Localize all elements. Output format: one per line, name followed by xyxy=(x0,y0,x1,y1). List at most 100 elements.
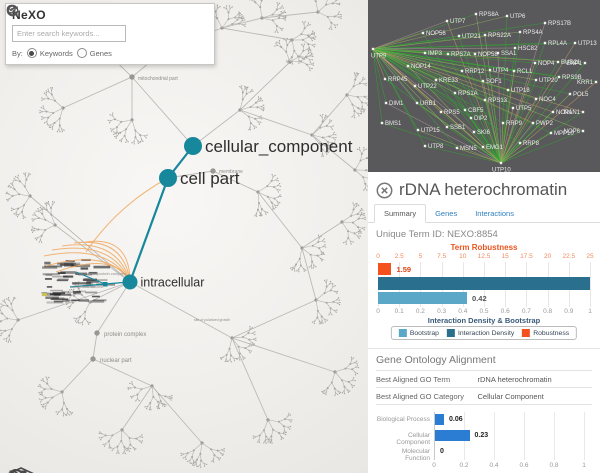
gene-node[interactable]: UTP8 xyxy=(423,144,444,150)
close-icon[interactable] xyxy=(376,182,393,199)
gene-node[interactable]: NOP14 xyxy=(406,64,432,70)
gene-node[interactable]: SSA1 xyxy=(496,51,517,57)
term-node[interactable] xyxy=(129,74,135,80)
gene-node[interactable]: NOP56 xyxy=(421,31,447,37)
go-axis-tick: 0.8 xyxy=(549,462,559,469)
ontology-network-svg[interactable]: mitochondrial part membrane protein comple… xyxy=(0,0,368,473)
gene-node[interactable]: MPP10 xyxy=(549,131,575,137)
gene-node[interactable]: RPS7A xyxy=(446,52,471,58)
gene-node[interactable]: CBF5 xyxy=(463,108,484,114)
radio-genes-label: Genes xyxy=(89,48,112,58)
gene-node[interactable]: UTP20 xyxy=(534,78,559,84)
gene-node[interactable]: RRP12 xyxy=(460,69,485,75)
gene-node[interactable]: RPS4A xyxy=(518,30,543,36)
gene-network-svg[interactable]: UTP9 UTP10 RPS8A UTP6 RPS17B UTP7 NOP56 UTP21 RP… xyxy=(368,0,600,172)
gene-node[interactable]: UTP10 xyxy=(492,161,511,173)
gene-node[interactable]: URB1 xyxy=(415,101,437,107)
gene-node[interactable]: UTP22 xyxy=(413,84,438,90)
term-label: ribonucleoprotein complex xyxy=(79,271,126,276)
gene-node[interactable]: RPS8A xyxy=(474,12,499,18)
gene-node[interactable]: RPS5 xyxy=(439,110,461,116)
gene-node[interactable]: RRP45 xyxy=(383,77,408,83)
gene-node[interactable]: RPS22A xyxy=(483,33,511,39)
gene-node[interactable]: RRP8 xyxy=(518,141,540,147)
gene-node[interactable]: EMG1 xyxy=(481,145,504,151)
gene-node[interactable]: RCL1 xyxy=(512,69,533,75)
gene-node[interactable]: NOP4 xyxy=(533,61,555,67)
gene-edges xyxy=(372,13,597,164)
ontology-network-canvas[interactable]: mitochondrial part membrane protein comple… xyxy=(0,0,368,473)
gene-node[interactable]: UTP13 xyxy=(573,41,598,47)
term-node[interactable] xyxy=(90,356,96,362)
gene-node[interactable]: NOP58 xyxy=(473,52,499,58)
gene-node[interactable]: ENP1 xyxy=(566,61,587,67)
gene-node[interactable]: MSN5 xyxy=(455,146,478,152)
go-category-chart: Biological Process 0.06 Cellular Component… xyxy=(376,412,592,472)
gene-node[interactable]: NAN1 xyxy=(564,110,585,116)
selected-term-node[interactable] xyxy=(159,169,177,187)
radio-genes[interactable]: Genes xyxy=(76,48,112,58)
bar-interaction-density xyxy=(378,277,590,290)
section-divider xyxy=(368,348,600,349)
gene-node[interactable]: RPS17B xyxy=(543,21,571,27)
gene-node[interactable]: UTP21 xyxy=(457,34,482,40)
gene-node[interactable]: SKI6 xyxy=(472,130,491,136)
gene-node[interactable]: BUD21 xyxy=(556,60,581,66)
radio-genes-circle[interactable] xyxy=(76,48,87,58)
gene-node[interactable]: BMS1 xyxy=(380,121,402,127)
legend-label: Bootstrap xyxy=(409,329,439,337)
gene-node[interactable]: UTP9 xyxy=(371,47,387,60)
tab-interactions[interactable]: Interactions xyxy=(475,209,514,218)
gene-node[interactable]: UTP18 xyxy=(506,88,531,94)
top-axis-tick: 7.5 xyxy=(437,253,447,260)
term-node[interactable] xyxy=(94,330,100,336)
gene-node-label: POL5 xyxy=(573,92,589,98)
gene-node-label: UTP10 xyxy=(492,168,511,173)
gene-node[interactable]: UTP15 xyxy=(416,128,441,134)
tab-genes[interactable]: Genes xyxy=(435,209,458,218)
robustness-plot: 1.59 0.42 xyxy=(378,262,591,307)
bottom-axis-tick: 0.9 xyxy=(564,308,574,315)
gene-node-label: NOP1 xyxy=(556,110,573,116)
gene-node[interactable]: NOC4 xyxy=(534,97,557,103)
gene-node[interactable]: SOF1 xyxy=(481,79,503,85)
row-value: rDNA heterochromatin xyxy=(477,374,552,384)
selected-term-node[interactable] xyxy=(184,137,202,155)
selected-term-node[interactable] xyxy=(122,274,138,290)
gene-node[interactable]: RPS9B xyxy=(557,75,582,81)
gene-node[interactable]: RRP9 xyxy=(501,121,523,127)
radio-keywords-circle[interactable] xyxy=(26,48,37,58)
gene-node-label: BUD21 xyxy=(561,60,581,66)
bottom-axis-title: Interaction Density & Bootstrap xyxy=(427,316,541,325)
gene-node[interactable]: POL5 xyxy=(568,92,589,98)
right-column: UTP9 UTP10 RPS8A UTP6 RPS17B UTP7 NOP56 UTP21 RP… xyxy=(368,0,600,473)
gene-node-label: UTP13 xyxy=(578,41,597,47)
gene-node[interactable]: RPS13 xyxy=(483,98,508,104)
gene-node-label: SKI6 xyxy=(477,130,491,136)
term-node[interactable] xyxy=(210,168,216,174)
search-input[interactable] xyxy=(12,25,126,42)
gene-node[interactable]: SSB1 xyxy=(445,125,466,131)
gene-node[interactable]: PWP2 xyxy=(531,121,554,127)
radio-keywords[interactable]: Keywords xyxy=(26,48,73,58)
gene-node[interactable]: UTP7 xyxy=(445,19,466,25)
unique-term-id: Unique Term ID: NEXO:8854 xyxy=(376,229,498,240)
term-label: site of polarized growth xyxy=(194,318,230,322)
gene-node[interactable]: RPL4A xyxy=(543,41,567,47)
gene-node[interactable]: KRE33 xyxy=(434,78,459,84)
gene-node[interactable]: UTP4 xyxy=(488,68,509,74)
gene-network-panel[interactable]: UTP9 UTP10 RPS8A UTP6 RPS17B UTP7 NOP56 UTP21 RP… xyxy=(368,0,600,172)
tab-summary[interactable]: Summary xyxy=(374,204,427,223)
gene-node[interactable]: HSC82 xyxy=(513,46,538,52)
gene-node[interactable]: RPS1A xyxy=(453,91,478,97)
gene-node[interactable]: NOP1 xyxy=(551,110,573,116)
gene-node[interactable]: UTP5 xyxy=(511,106,532,112)
robustness-chart-title: Term Robustness xyxy=(450,243,518,252)
gene-node[interactable]: DIM1 xyxy=(384,101,404,107)
gene-node-label: CBF5 xyxy=(468,108,484,114)
gene-node[interactable]: DIP2 xyxy=(469,116,488,122)
gene-node[interactable]: KRR1 xyxy=(577,80,598,86)
gene-node[interactable]: NOP6 xyxy=(564,129,585,135)
gene-node[interactable]: UTP6 xyxy=(505,14,526,20)
gene-node[interactable]: IMP3 xyxy=(423,51,443,57)
